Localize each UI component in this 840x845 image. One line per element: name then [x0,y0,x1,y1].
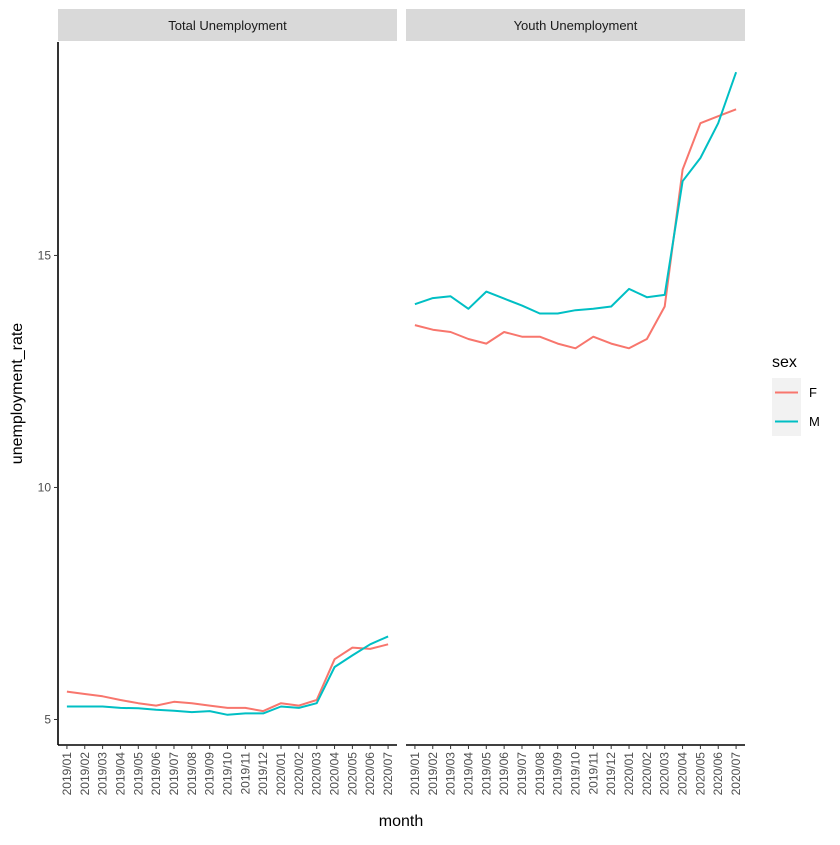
x-tick-label: 2019/09 [203,752,217,796]
x-tick-label: 2019/01 [408,752,422,796]
series-line-f [66,643,389,713]
x-tick-label: 2019/10 [221,752,235,796]
y-tick-label: 15 [38,248,52,262]
x-tick-label: 2019/03 [444,752,458,796]
x-tick-label: 2020/03 [310,752,324,796]
x-tick-label: 2019/06 [497,752,511,796]
x-tick-label: 2020/04 [328,752,342,796]
x-tick-label: 2020/02 [292,752,306,796]
x-tick-label: 2020/06 [363,752,377,796]
x-tick-label: 2019/03 [96,752,110,796]
x-tick-label: 2019/08 [185,752,199,796]
x-tick-label: 2020/06 [711,752,725,796]
x-tick-label: 2020/01 [274,752,288,796]
facet-title-1: Total Unemployment [168,18,287,33]
x-tick-label: 2019/09 [551,752,565,796]
x-tick-label: 2020/07 [381,752,395,796]
x-tick-label: 2019/02 [78,752,92,796]
x-tick-label: 2019/12 [256,752,270,796]
x-tick-label: 2019/11 [238,752,252,795]
x-tick-label: 2019/07 [167,752,181,796]
facet-strip-2 [406,9,745,41]
series-line-m [66,635,389,716]
x-tick-label: 2019/05 [479,752,493,796]
x-tick-label: 2019/01 [60,752,74,796]
y-axis-title: unemployment_rate [9,323,26,465]
facet-strip-1 [58,9,397,41]
x-tick-label: 2019/12 [604,752,618,796]
x-tick-label: 2020/03 [658,752,672,796]
x-tick-label: 2019/04 [113,752,127,796]
x-tick-label: 2020/02 [640,752,654,796]
series-line-f [414,108,737,350]
y-tick-label: 5 [44,712,51,726]
x-tick-label: 2019/04 [461,752,475,796]
facet-title-2: Youth Unemployment [514,18,638,33]
x-tick-label: 2019/02 [426,752,440,796]
x-tick-label: 2020/07 [729,752,743,796]
x-axis-title: month [379,813,423,830]
x-tick-label: 2020/05 [693,752,707,796]
x-tick-label: 2020/01 [622,752,636,796]
legend-title: sex [772,354,797,371]
y-tick-label: 10 [38,480,52,494]
x-tick-label: 2019/06 [149,752,163,796]
legend-label-f: F [809,385,817,400]
x-tick-label: 2020/04 [676,752,690,796]
legend-label-m: M [809,414,820,429]
series-line-m [414,71,738,315]
x-tick-label: 2019/08 [533,752,547,796]
x-tick-label: 2020/05 [345,752,359,796]
x-tick-label: 2019/11 [586,752,600,795]
x-tick-label: 2019/07 [515,752,529,796]
x-tick-label: 2019/05 [131,752,145,796]
x-tick-label: 2019/10 [569,752,583,796]
